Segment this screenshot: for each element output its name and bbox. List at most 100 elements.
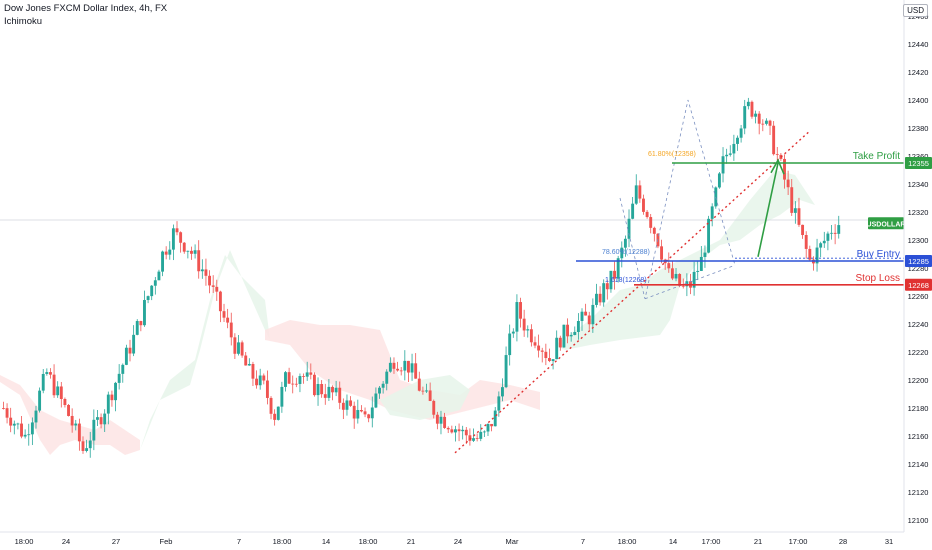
- candle: [41, 368, 45, 394]
- candle: [595, 283, 598, 308]
- candle: [808, 245, 812, 262]
- cloud-segment-3: [380, 375, 470, 420]
- candle: [222, 303, 226, 323]
- candle: [519, 297, 522, 328]
- candle: [652, 226, 656, 242]
- candle: [461, 425, 465, 440]
- buy_entry-axis-tag-text: 12285: [908, 257, 929, 266]
- candle: [403, 350, 407, 381]
- candle: [822, 231, 826, 248]
- candle: [435, 411, 439, 430]
- candle: [631, 197, 635, 220]
- candle: [5, 403, 9, 424]
- candle: [385, 369, 389, 391]
- candle: [721, 147, 725, 183]
- candle: [493, 407, 497, 427]
- harmonic-leg: [644, 264, 736, 300]
- x-tick-label: 24: [454, 537, 462, 546]
- y-tick-label: 12280: [908, 264, 929, 273]
- candle: [269, 396, 273, 420]
- x-tick-label: 14: [669, 537, 677, 546]
- candle: [229, 312, 233, 346]
- candle: [454, 425, 457, 442]
- candle: [81, 436, 85, 454]
- candle: [584, 303, 588, 316]
- indicator-label[interactable]: Ichimoku: [4, 16, 43, 27]
- y-tick-label: 12260: [908, 292, 929, 301]
- candle: [226, 308, 230, 329]
- candle: [605, 279, 609, 300]
- buy_entry-axis-tag: [905, 255, 932, 267]
- candle: [146, 295, 150, 304]
- candle: [52, 364, 56, 398]
- candle: [746, 97, 750, 110]
- candle: [179, 231, 183, 253]
- candle: [27, 423, 31, 446]
- y-tick-label: 12220: [908, 348, 929, 357]
- y-tick-label: 12360: [908, 152, 929, 161]
- candle: [660, 239, 664, 264]
- candle: [9, 407, 13, 433]
- candle: [392, 357, 396, 374]
- candle: [240, 340, 244, 358]
- candle: [699, 246, 703, 272]
- candles: [2, 97, 841, 458]
- candle: [233, 333, 237, 360]
- candle: [284, 370, 287, 392]
- candle: [258, 368, 262, 390]
- candle: [555, 330, 559, 360]
- candle: [363, 407, 367, 418]
- candle: [273, 409, 277, 426]
- candle: [327, 378, 331, 401]
- candle: [12, 420, 16, 435]
- candle: [204, 258, 208, 286]
- candle: [255, 370, 259, 389]
- candle: [837, 215, 841, 239]
- candle: [334, 380, 338, 397]
- candle: [425, 383, 428, 394]
- candle: [287, 367, 291, 385]
- time-axis: 18:00 24 27 Feb 7 18:00 14 18:00 21 24 Mar 7 18:00 14…: [0, 531, 904, 546]
- candle: [627, 209, 631, 248]
- candle: [186, 250, 190, 259]
- chart-title: Dow Jones FXCM Dollar Index, 4h, FX: [4, 3, 168, 14]
- candle: [815, 238, 819, 272]
- currency-badge[interactable]: USD: [903, 4, 928, 17]
- candle: [63, 397, 67, 408]
- y-tick-label: 12320: [908, 208, 929, 217]
- candle: [38, 387, 42, 413]
- candle: [23, 429, 27, 439]
- x-tick-label: 18:00: [273, 537, 292, 546]
- candle: [309, 363, 313, 380]
- candle: [754, 110, 758, 124]
- candle: [139, 320, 143, 332]
- candle: [67, 403, 70, 417]
- candle: [717, 171, 721, 189]
- candle: [338, 381, 342, 410]
- x-tick-label: 17:00: [702, 537, 721, 546]
- candle: [508, 324, 512, 366]
- candle: [161, 250, 164, 277]
- candle: [689, 273, 692, 295]
- x-tick-label: 17:00: [789, 537, 808, 546]
- take_profit-label: Take Profit: [853, 151, 900, 162]
- candle: [320, 380, 324, 398]
- x-tick-label: 21: [407, 537, 415, 546]
- candle: [725, 148, 729, 164]
- candle: [367, 413, 371, 423]
- candle: [193, 244, 197, 259]
- candle: [696, 261, 700, 281]
- candle: [30, 417, 34, 446]
- candle: [331, 385, 334, 401]
- candle: [294, 377, 298, 388]
- candle: [34, 405, 38, 429]
- candle: [533, 336, 537, 349]
- candle: [710, 203, 714, 227]
- candle: [341, 398, 345, 420]
- candle: [175, 221, 179, 236]
- candle: [316, 377, 320, 406]
- y-tick-label: 12420: [908, 68, 929, 77]
- candle: [515, 294, 519, 342]
- candle: [106, 391, 110, 425]
